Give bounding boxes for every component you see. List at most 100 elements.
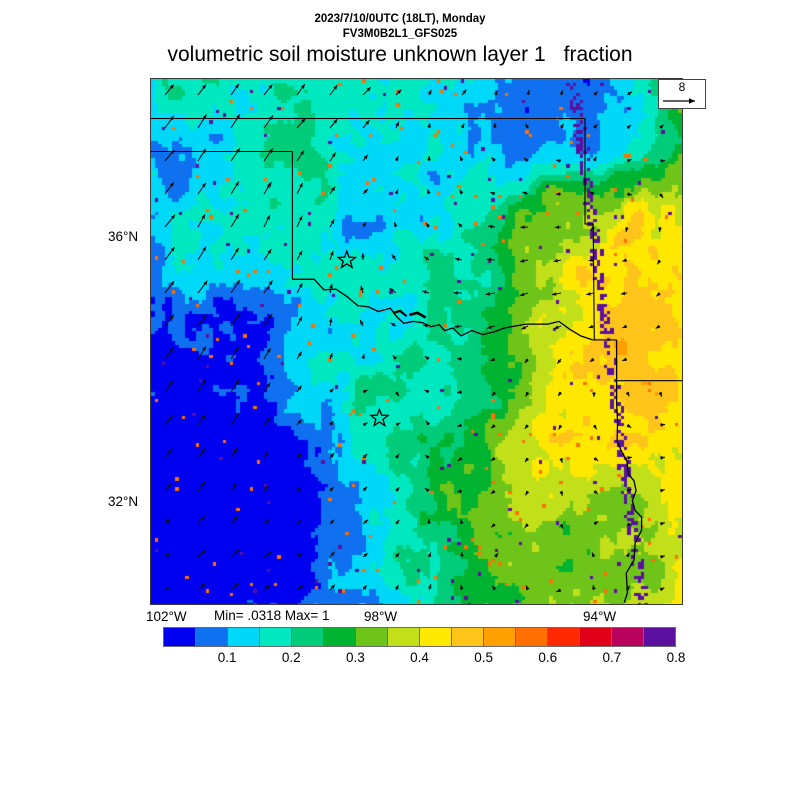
wind-vector-head (525, 123, 530, 129)
wind-vector-head (202, 246, 206, 252)
wind-vector-head (427, 584, 432, 589)
wind-vector-head (490, 456, 496, 461)
wind-vector-head (460, 552, 464, 557)
wind-vector-head (460, 156, 464, 161)
wind-vector-head (424, 356, 430, 361)
wind-vector-head (525, 457, 530, 463)
wind-vector-head (236, 279, 240, 285)
wind-vector-head (588, 258, 593, 262)
wind-vector-head (329, 487, 334, 492)
colorbar-tick: 0.1 (217, 650, 237, 665)
wind-vector-head (366, 87, 371, 92)
wind-vector-head (397, 89, 402, 94)
wind-vector-head (360, 320, 364, 325)
wind-vector-head (493, 90, 498, 96)
wind-vector-head (490, 357, 495, 361)
wind-vector-head (333, 85, 338, 90)
colorbar-swatch[interactable] (452, 628, 484, 646)
colorbar-swatch[interactable] (516, 628, 548, 646)
title-variable-name: volumetric soil moisture unknown layer 1 (167, 43, 546, 66)
wind-vector-head (523, 158, 529, 163)
colorbar-swatch[interactable] (484, 628, 516, 646)
wind-vector-head (232, 483, 237, 488)
wind-vector-head (297, 453, 302, 458)
colorbar-tick: 0.2 (281, 650, 301, 665)
wind-vector-head (586, 291, 591, 296)
wind-vector-head (234, 413, 239, 418)
wind-vector-head (236, 114, 240, 119)
wind-vector-head (488, 224, 493, 229)
colorbar-swatch[interactable] (292, 628, 324, 646)
title-main: volumetric soil moisture unknown layer 1… (0, 43, 800, 67)
wind-vector-head (590, 226, 595, 231)
wind-vector-head (458, 223, 463, 228)
wind-vector-head (266, 552, 271, 557)
wind-vector-head (656, 292, 661, 297)
lon-tick-label: 94°W (583, 609, 617, 624)
wind-vector-head (658, 392, 662, 397)
wind-vector-head (390, 322, 396, 327)
wind-vector-head (297, 419, 302, 424)
wind-vector-head (558, 424, 563, 430)
colorbar-swatch[interactable] (324, 628, 356, 646)
wind-vector-head (423, 323, 428, 328)
colorbar-swatch[interactable] (420, 628, 452, 646)
colorbar-swatch[interactable] (356, 628, 388, 646)
wind-vector-head (622, 357, 627, 361)
wind-vector-head (491, 523, 496, 528)
colorbar-swatch[interactable] (548, 628, 580, 646)
colorbar-swatch[interactable] (580, 628, 612, 646)
map-plot-area[interactable] (150, 78, 683, 605)
wind-vector-head (457, 489, 462, 493)
wind-vector-head (329, 388, 334, 393)
colorbar-swatch[interactable] (612, 628, 644, 646)
wind-vector-head (589, 357, 595, 362)
wind-vector-head (627, 159, 632, 163)
wind-vector-head (235, 181, 239, 186)
colorbar-swatch[interactable] (228, 628, 260, 646)
wind-vector-head (202, 114, 207, 119)
wind-vector-head (268, 314, 273, 319)
wind-key-value: 8 (678, 80, 686, 94)
wind-vector-head (329, 421, 334, 426)
state-boundary (292, 278, 593, 341)
wind-vector-head (593, 521, 599, 526)
soil-moisture-field (151, 79, 682, 604)
wind-vector-head (296, 487, 301, 492)
wind-vector-head (201, 214, 205, 219)
wind-vector-head (658, 227, 662, 232)
wind-vector-head (268, 280, 273, 286)
wind-vector-head (234, 549, 240, 554)
wind-vector-head (426, 223, 430, 228)
colorbar-swatch[interactable] (164, 628, 196, 646)
wind-vector-head (165, 518, 170, 523)
wind-vector-head (361, 253, 365, 258)
colorbar[interactable] (163, 627, 676, 647)
colorbar-swatch[interactable] (644, 628, 675, 646)
wind-vector-head (557, 359, 562, 364)
wind-vector-head (627, 192, 632, 196)
wind-vector-head (660, 555, 665, 559)
wind-vector-head (491, 157, 496, 162)
wind-vector-head (559, 90, 563, 95)
colorbar-swatch[interactable] (260, 628, 292, 646)
colorbar-swatch[interactable] (196, 628, 228, 646)
wind-vector-head (267, 249, 272, 254)
wind-vector-head (424, 390, 429, 394)
wind-vector-head (169, 314, 174, 320)
wind-vector-head (362, 222, 366, 227)
wind-vector-head (268, 84, 273, 89)
wind-vector-head (329, 519, 335, 525)
wind-vector-head (559, 491, 563, 496)
wind-vector-head (165, 552, 170, 557)
state-boundary (409, 311, 427, 319)
wind-vector-head (392, 355, 397, 360)
colorbar-tick: 0.8 (666, 650, 686, 665)
wind-vector-head (592, 585, 596, 590)
wind-vector-head (394, 156, 399, 161)
wind-vector-head (554, 325, 559, 329)
wind-vector-head (427, 123, 431, 128)
wind-vector-head (170, 214, 175, 220)
colorbar-swatch[interactable] (388, 628, 420, 646)
wind-arrow-icon (663, 98, 695, 104)
